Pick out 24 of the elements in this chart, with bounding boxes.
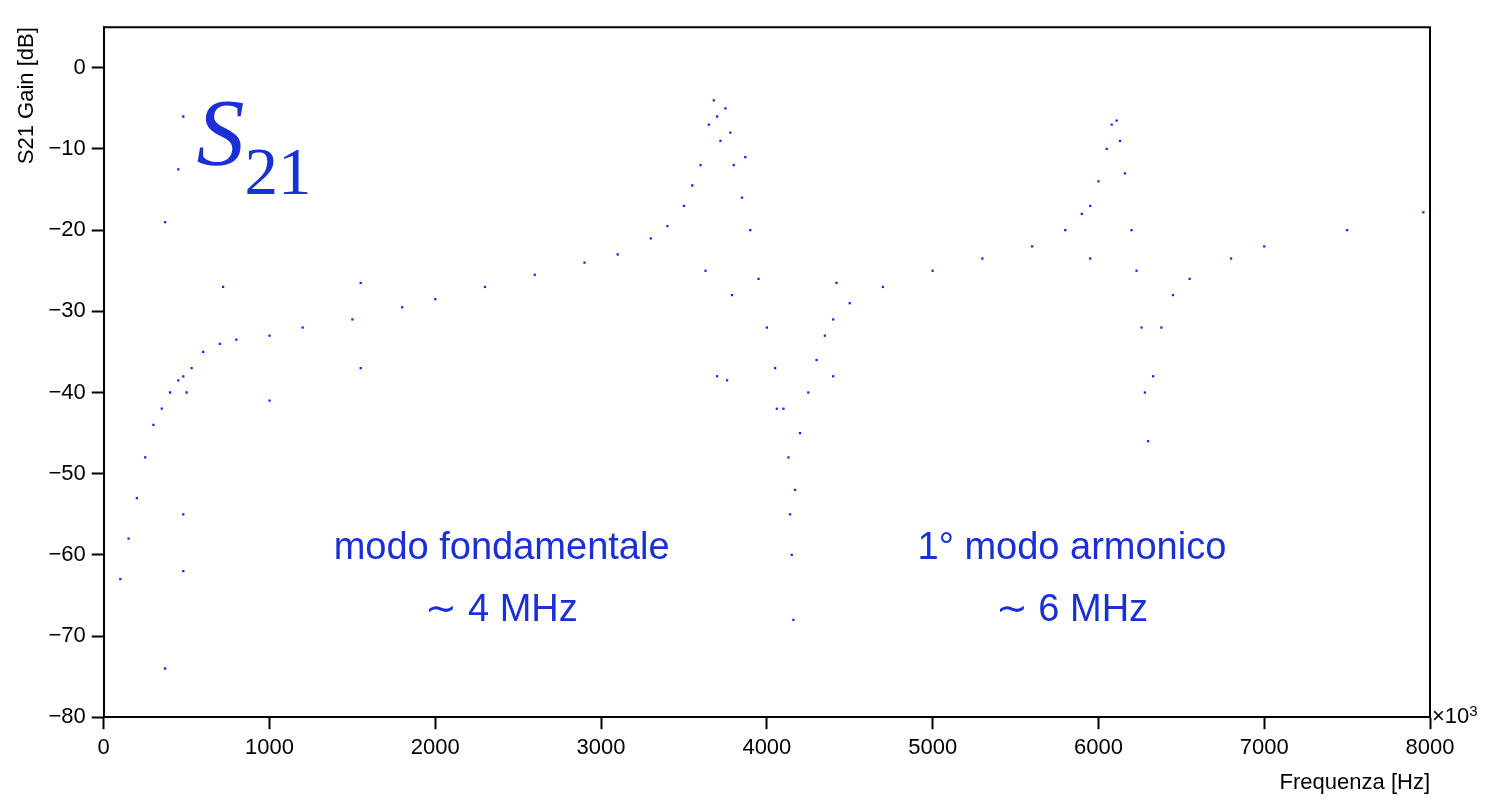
y-tick-label: −20	[48, 216, 86, 242]
annotation: ∼ 4 MHz	[425, 586, 578, 629]
y-tick-label: −40	[48, 378, 86, 404]
y-axis-title: S21 Gain [dB]	[13, 27, 39, 165]
x-axis-title: Frequenza [Hz]	[1279, 768, 1430, 794]
y-tick-label: −30	[48, 297, 86, 323]
x-tick-label: 5000	[908, 734, 958, 760]
x-tick-label: 7000	[1239, 734, 1289, 760]
x-tick-label: 3000	[576, 734, 626, 760]
y-tick-label: 0	[73, 53, 86, 79]
x-tick-label: 2000	[410, 734, 460, 760]
annotation: ∼ 6 MHz	[995, 586, 1149, 629]
x-tick-label: 8000	[1405, 734, 1455, 760]
x-tick-label: 6000	[1073, 734, 1123, 760]
y-tick-label: −80	[48, 703, 86, 729]
annotation: 1° modo armonico	[917, 524, 1227, 567]
x-tick-label: 0	[97, 734, 110, 760]
x-tick-label: 1000	[245, 734, 294, 760]
y-tick-label: −50	[48, 459, 86, 485]
y-tick-label: −70	[48, 622, 86, 648]
y-tick-label: −60	[48, 540, 86, 566]
annotation: modo fondamentale	[333, 524, 670, 567]
y-tick-label: −10	[48, 135, 86, 161]
x-tick-label: 4000	[742, 734, 792, 760]
